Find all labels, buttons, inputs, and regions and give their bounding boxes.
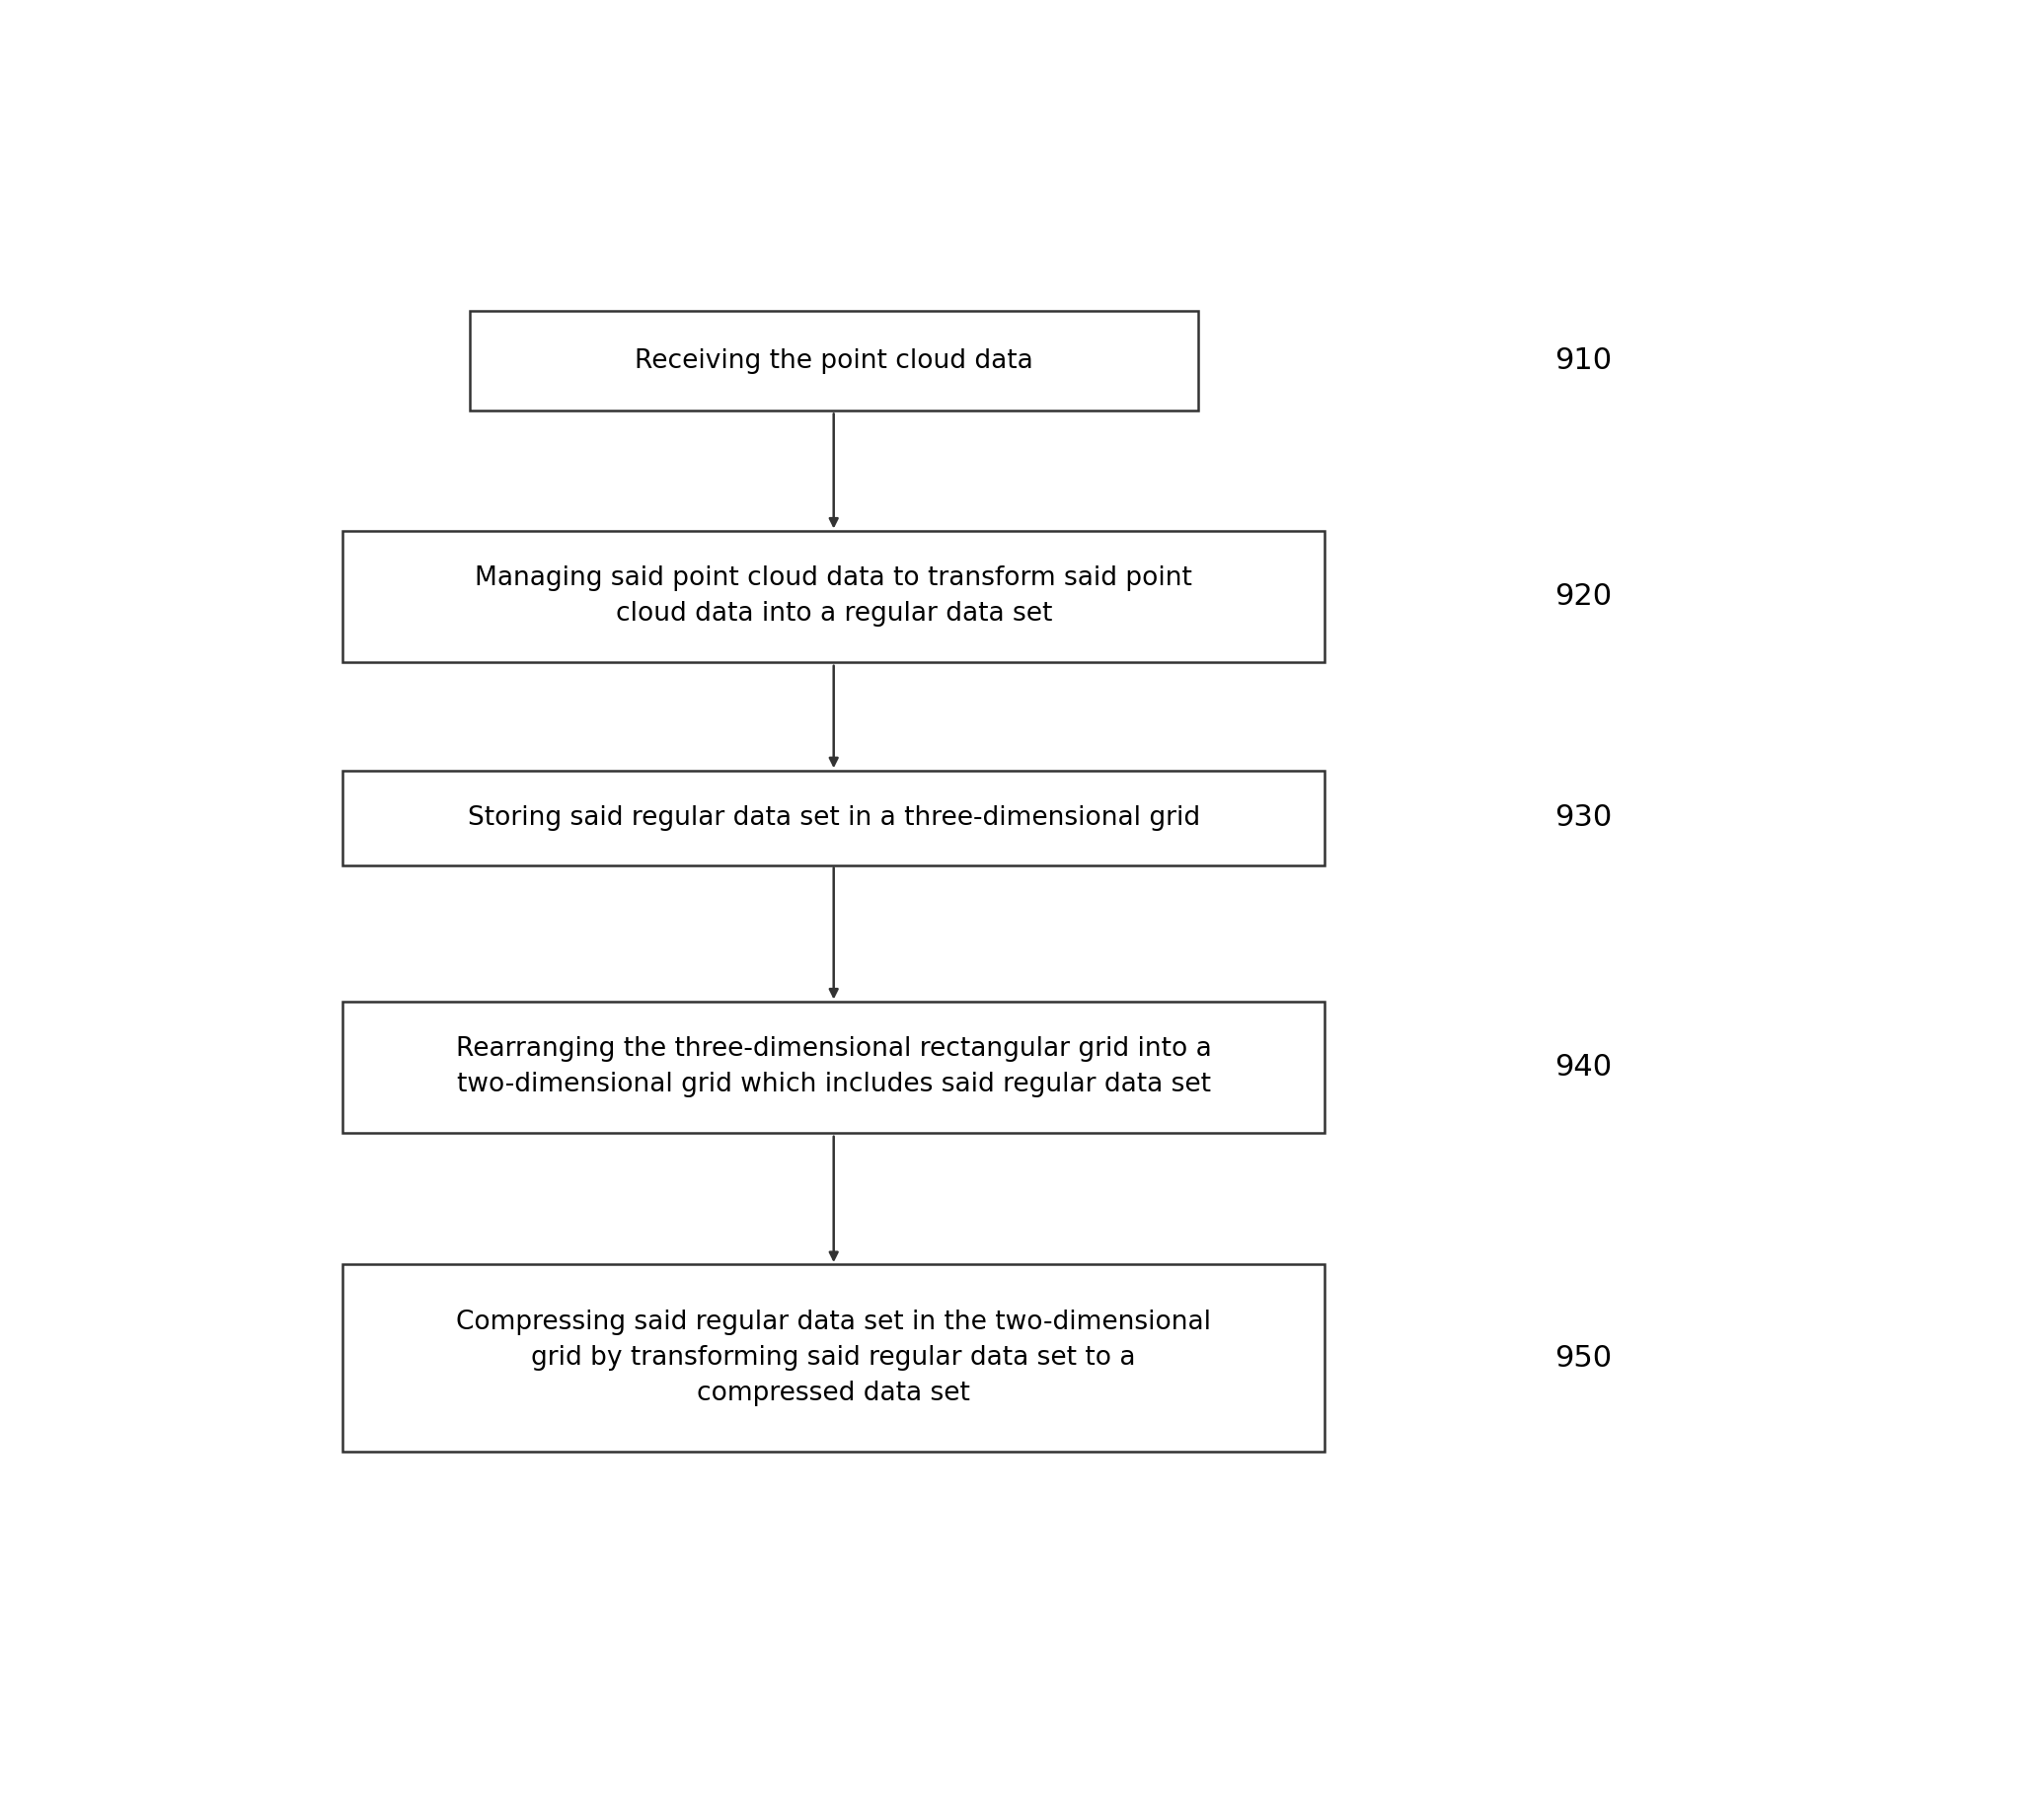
Text: 910: 910 (1553, 347, 1613, 376)
FancyBboxPatch shape (343, 1001, 1325, 1133)
Text: 950: 950 (1553, 1343, 1613, 1372)
Text: 920: 920 (1553, 583, 1613, 611)
Text: 930: 930 (1553, 804, 1613, 832)
Text: Rearranging the three-dimensional rectangular grid into a
two-dimensional grid w: Rearranging the three-dimensional rectan… (456, 1037, 1212, 1099)
FancyBboxPatch shape (343, 1264, 1325, 1451)
FancyBboxPatch shape (343, 530, 1325, 662)
Text: Storing said regular data set in a three-dimensional grid: Storing said regular data set in a three… (468, 806, 1200, 831)
FancyBboxPatch shape (470, 311, 1198, 412)
Text: 940: 940 (1553, 1054, 1613, 1082)
Text: Managing said point cloud data to transform said point
cloud data into a regular: Managing said point cloud data to transf… (474, 566, 1192, 628)
Text: Compressing said regular data set in the two-dimensional
grid by transforming sa: Compressing said regular data set in the… (456, 1309, 1212, 1406)
FancyBboxPatch shape (343, 771, 1325, 865)
Text: Receiving the point cloud data: Receiving the point cloud data (634, 349, 1032, 374)
